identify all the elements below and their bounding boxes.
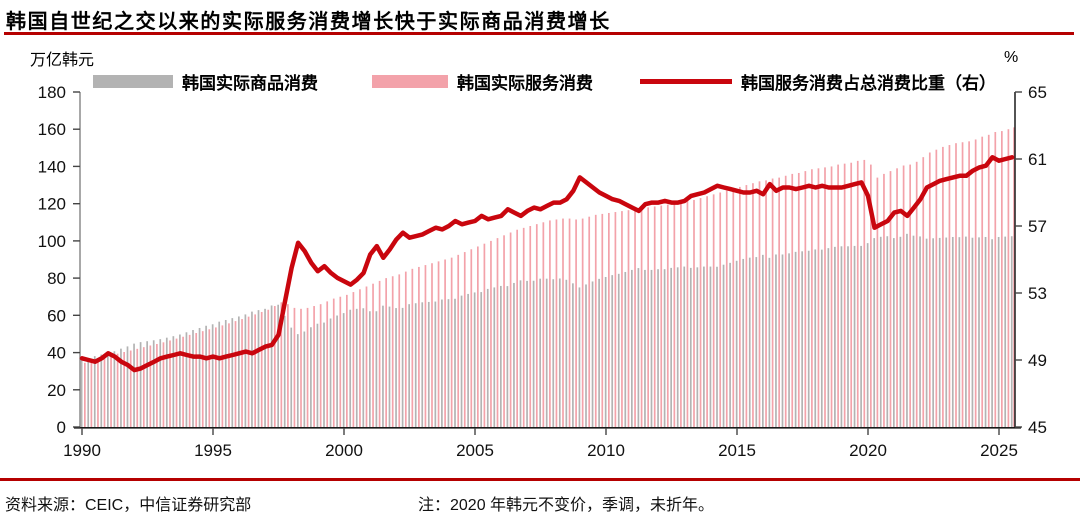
svg-text:180: 180 — [38, 83, 66, 102]
svg-text:2015: 2015 — [718, 441, 756, 460]
svg-text:0: 0 — [57, 418, 66, 437]
left-axis-ticks: 0 20 40 60 80 100 120 140 160 180 — [38, 83, 80, 437]
goods-swatch-icon — [93, 75, 173, 88]
footer-rule — [0, 478, 1080, 481]
left-axis-unit: 万亿韩元 — [30, 52, 95, 69]
right-axis-ticks: 45 49 53 57 61 65 — [1015, 83, 1047, 437]
svg-text:2010: 2010 — [587, 441, 625, 460]
svg-text:61: 61 — [1028, 150, 1047, 169]
legend-item-goods: 韩国实际商品消费 — [93, 69, 318, 94]
svg-text:1995: 1995 — [194, 441, 232, 460]
note-text: 注：2020 年韩元不变价，季调，未折年。 — [418, 497, 715, 514]
svg-text:120: 120 — [38, 195, 66, 214]
svg-text:57: 57 — [1028, 217, 1047, 236]
svg-text:1990: 1990 — [63, 441, 101, 460]
svg-text:65: 65 — [1028, 83, 1047, 102]
svg-text:20: 20 — [47, 381, 66, 400]
svg-text:2025: 2025 — [980, 441, 1018, 460]
page-title: 韩国自世纪之交以来的实际服务消费增长快于实际商品消费增长 — [6, 11, 611, 33]
chart-legend: 韩国实际商品消费 韩国实际服务消费 韩国服务消费占总消费比重（右） — [0, 69, 1080, 95]
svg-text:45: 45 — [1028, 418, 1047, 437]
legend-label: 韩国服务消费占总消费比重（右） — [741, 74, 996, 93]
source-text: 资料来源：CEIC，中信证券研究部 — [5, 497, 252, 514]
line-swatch-icon — [640, 79, 732, 84]
right-axis-unit: % — [1004, 49, 1019, 66]
services-swatch-icon — [372, 75, 448, 88]
svg-text:40: 40 — [47, 344, 66, 363]
svg-text:2020: 2020 — [849, 441, 887, 460]
svg-text:2000: 2000 — [325, 441, 363, 460]
services-bars — [84, 127, 1015, 428]
legend-label: 韩国实际商品消费 — [182, 74, 318, 93]
svg-text:100: 100 — [38, 232, 66, 251]
legend-item-share-line: 韩国服务消费占总消费比重（右） — [640, 69, 996, 94]
svg-text:53: 53 — [1028, 284, 1047, 303]
svg-text:2005: 2005 — [456, 441, 494, 460]
svg-text:49: 49 — [1028, 351, 1047, 370]
axes — [74, 92, 1021, 429]
title-underline — [4, 32, 1074, 35]
svg-text:140: 140 — [38, 157, 66, 176]
legend-label: 韩国实际服务消费 — [457, 74, 593, 93]
svg-text:60: 60 — [47, 306, 66, 325]
legend-item-services: 韩国实际服务消费 — [372, 69, 593, 94]
share-line — [79, 155, 1015, 373]
svg-text:80: 80 — [47, 269, 66, 288]
goods-bars — [80, 233, 1013, 428]
svg-text:160: 160 — [38, 120, 66, 139]
x-axis-ticks: 1990 1995 2000 2005 2010 2015 2020 2025 — [63, 428, 1018, 460]
